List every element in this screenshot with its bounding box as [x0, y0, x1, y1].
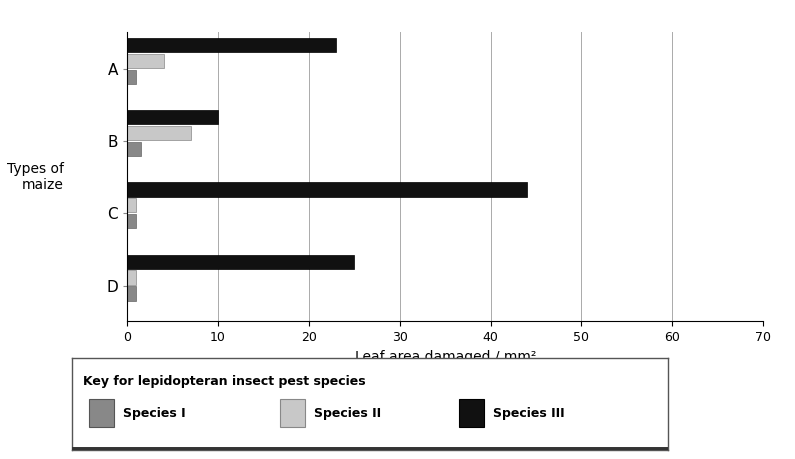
Bar	[127, 358, 136, 373]
Bar	[127, 69, 136, 84]
Bar	[127, 54, 164, 68]
Bar	[127, 270, 136, 285]
Bar	[127, 110, 218, 124]
Bar	[127, 38, 336, 52]
Bar	[127, 182, 527, 196]
Text: Species II: Species II	[314, 407, 382, 420]
Bar	[127, 126, 191, 140]
Bar	[127, 198, 136, 213]
Bar	[127, 343, 145, 357]
Y-axis label: Types of
maize: Types of maize	[6, 162, 64, 192]
Text: Species III: Species III	[493, 407, 564, 420]
Bar	[460, 399, 484, 427]
Text: Key for lepidopteran insect pest species: Key for lepidopteran insect pest species	[83, 375, 366, 387]
Bar	[127, 286, 136, 301]
Bar	[127, 142, 141, 156]
X-axis label: Leaf area damaged / mm²: Leaf area damaged / mm²	[355, 350, 536, 364]
Bar	[280, 399, 305, 427]
Bar	[127, 214, 136, 229]
Bar	[89, 399, 114, 427]
Text: Species I: Species I	[123, 407, 186, 420]
Bar	[127, 255, 355, 269]
Bar	[127, 327, 436, 341]
